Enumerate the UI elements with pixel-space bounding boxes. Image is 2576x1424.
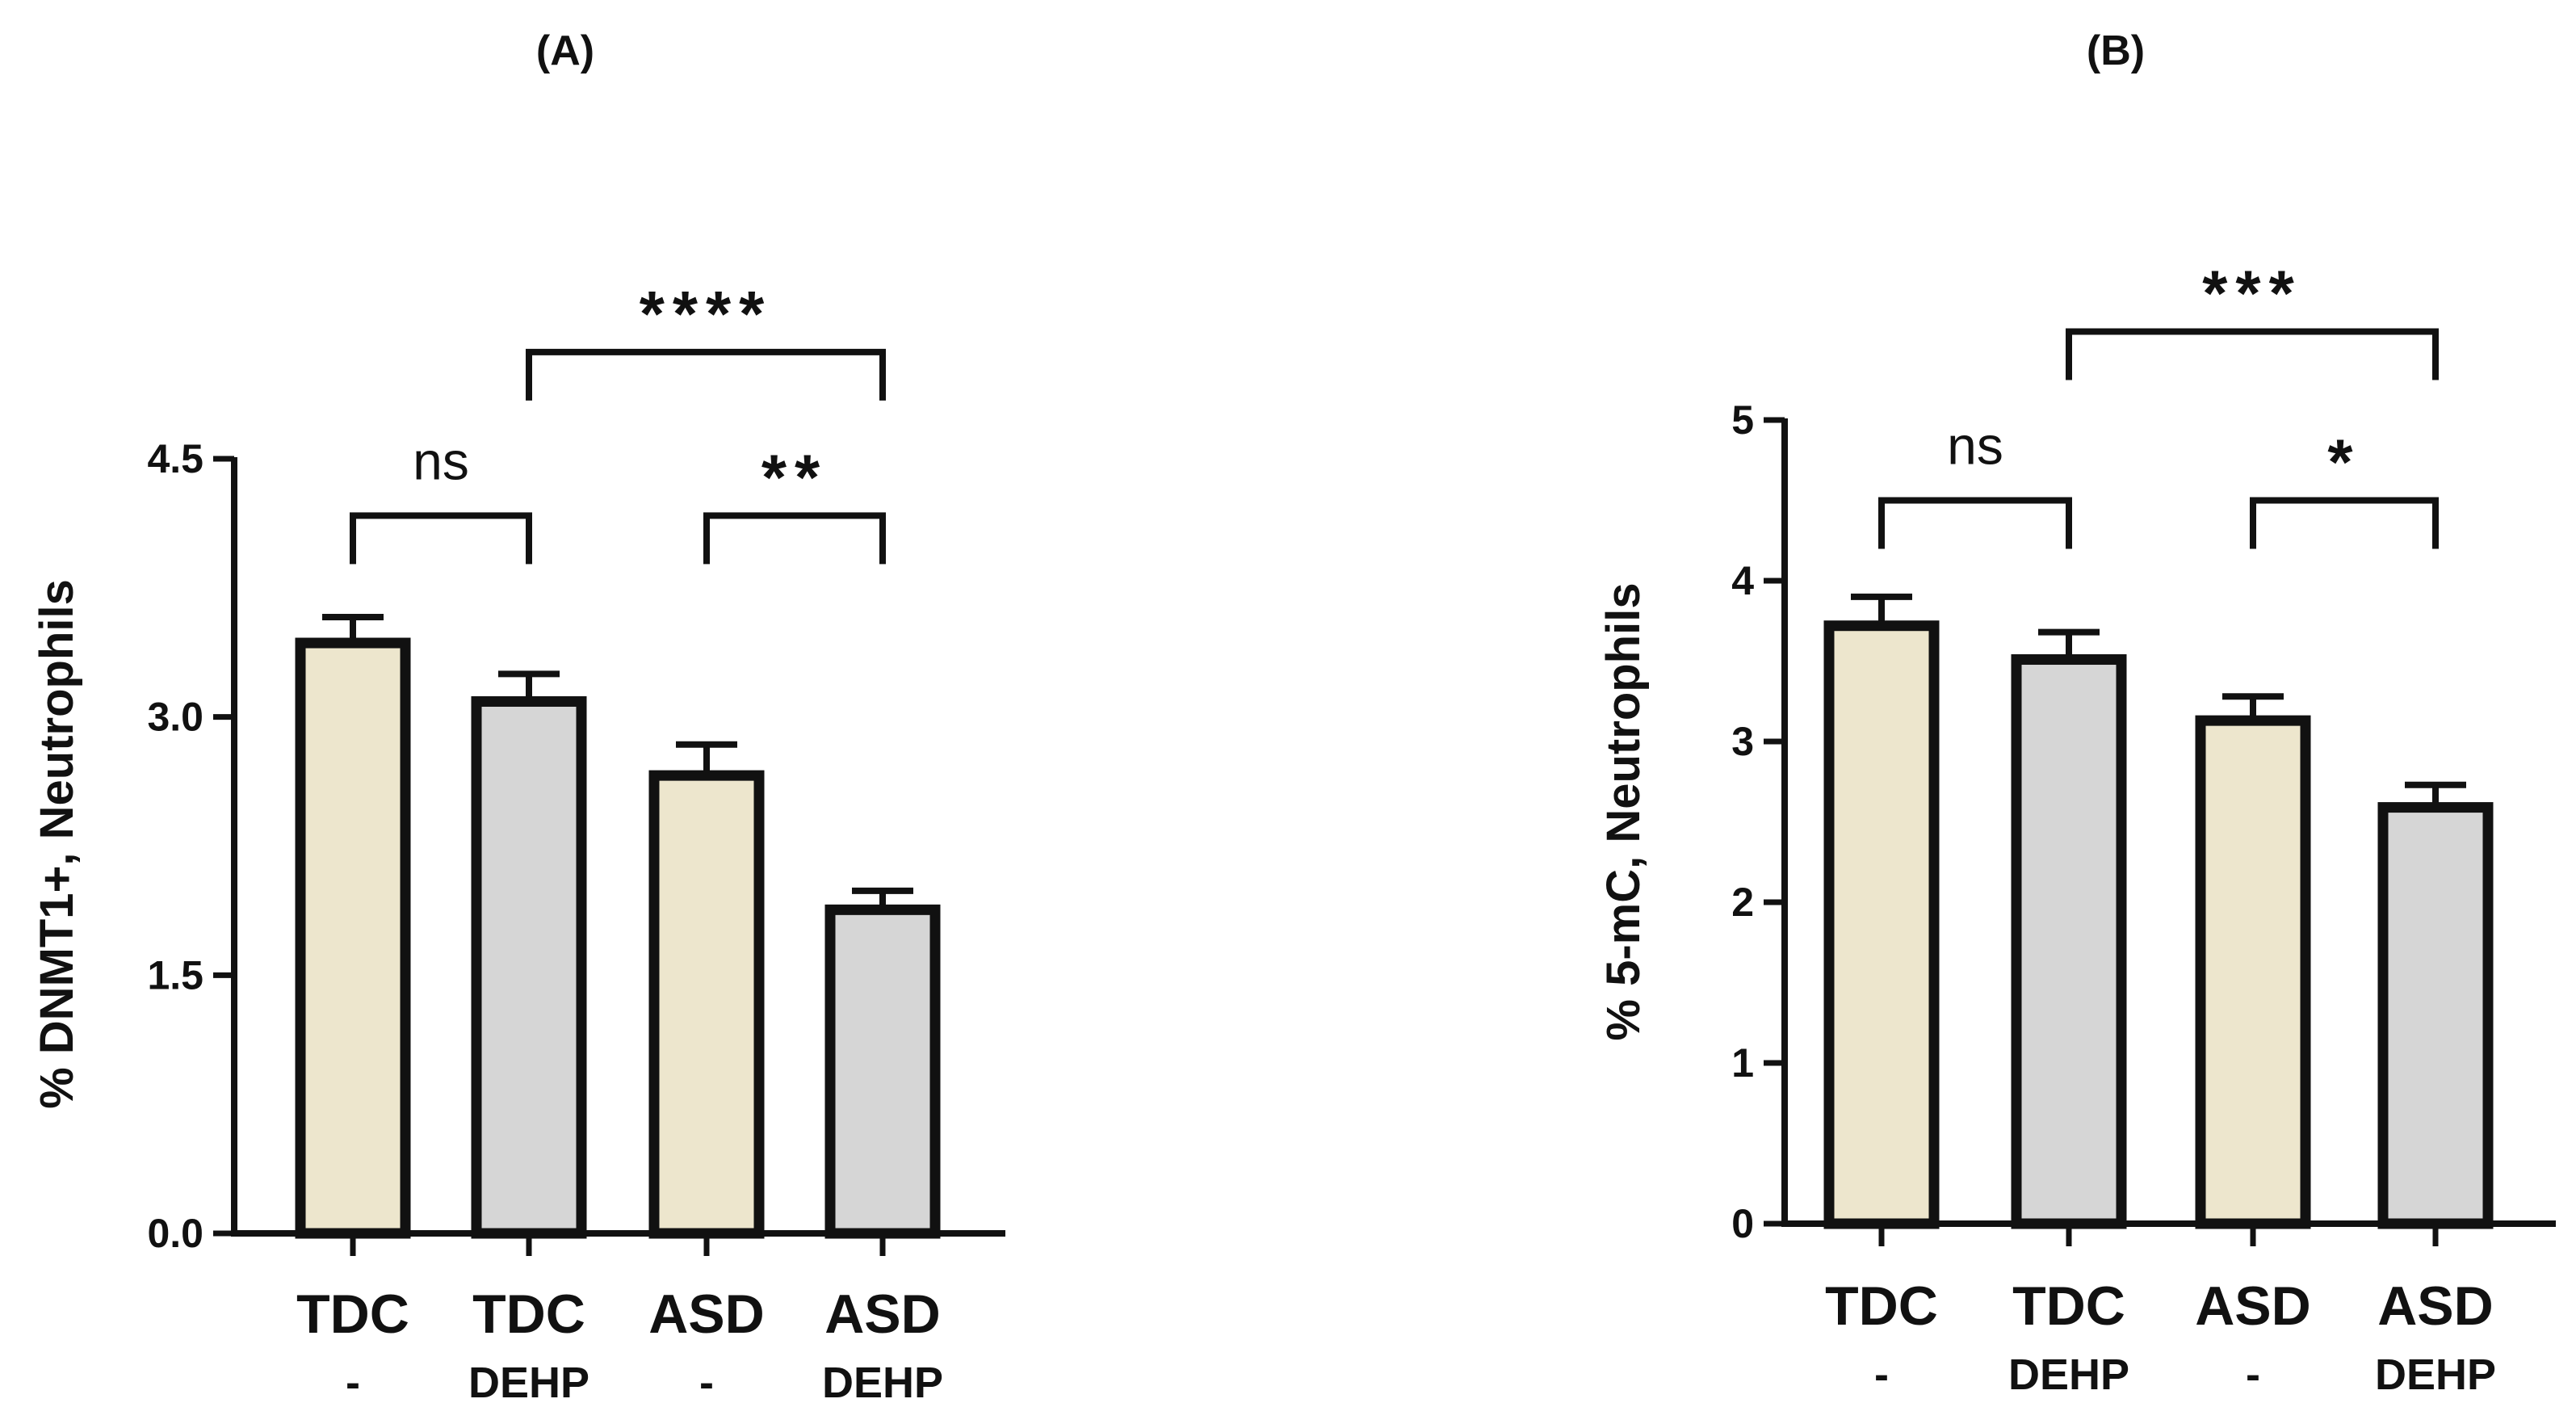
panel-a-category-sublabel: DEHP: [468, 1359, 589, 1407]
panel-a-significance-label: ns: [413, 431, 469, 490]
panel-a-category-label: ASD: [824, 1283, 941, 1345]
panel-b-y-axis-label: % 5-mC, Neutrophils: [1597, 582, 1650, 1040]
panel-a-significance-bracket: [703, 512, 886, 565]
panel-b-category-sublabel: DEHP: [2008, 1350, 2129, 1399]
panel-a-significance-label: **: [761, 441, 828, 513]
panel-b-title: (B): [2087, 27, 2145, 74]
panel-a-significance-bracket: [526, 348, 886, 401]
panel-b-significance-label: ns: [1947, 416, 2003, 476]
panel-a-bar-2: [471, 695, 587, 1239]
panel-b-bar-3: [2195, 715, 2311, 1229]
panel-a-y-tick-label: 3.0: [147, 695, 203, 740]
panel-a-significance-label: ****: [640, 278, 773, 350]
panel-a-category-sublabel: -: [346, 1359, 360, 1407]
panel-b-y-tick-label: 1: [1731, 1040, 1754, 1086]
panel-b-category-label: ASD: [2377, 1275, 2494, 1337]
panel-b-significance-bracket: [2250, 497, 2439, 549]
panel-a-y-axis-label: % DNMT1+, Neutrophils: [31, 579, 83, 1109]
panel-a-bar-3: [648, 770, 765, 1239]
panel-b-bar-1: [1823, 620, 1940, 1229]
panel-b: (B) % 5-mC, Neutrophils 0 1 2 3 4 5 TDC - TDC DEH…: [1597, 27, 2556, 1399]
panel-a-significance-bracket: [350, 512, 532, 565]
panel-b-y-tick-label: 0: [1731, 1201, 1754, 1246]
panel-b-category-sublabel: DEHP: [2375, 1350, 2496, 1399]
panel-a-category-label: ASD: [648, 1283, 765, 1345]
panel-a-category-label: TDC: [472, 1283, 585, 1345]
panel-a-category-sublabel: DEHP: [822, 1359, 943, 1407]
panel-b-bar-2: [2011, 654, 2127, 1229]
panel-a: (A) % DNMT1+, Neutrophils 0.0 1.5 3.0 4.5 TD…: [31, 27, 1005, 1407]
panel-a-bar-1: [295, 637, 411, 1239]
panel-b-category-sublabel: -: [1874, 1350, 1889, 1399]
panel-a-y-tick-label: 0.0: [147, 1211, 203, 1256]
panel-b-y-tick-label: 3: [1731, 719, 1754, 764]
panel-b-category-sublabel: -: [2246, 1350, 2260, 1399]
panel-a-bar-4: [824, 904, 941, 1239]
panel-a-title: (A): [536, 27, 594, 74]
panel-b-category-label: TDC: [2012, 1275, 2125, 1337]
panel-b-significance-bracket: [1878, 497, 2072, 549]
panel-a-category-label: TDC: [296, 1283, 409, 1345]
panel-b-category-label: TDC: [1825, 1275, 1938, 1337]
panel-b-significance-label: ***: [2202, 258, 2301, 330]
panel-b-bar-4: [2377, 802, 2494, 1229]
panel-b-significance-label: *: [2327, 426, 2360, 498]
panel-a-y-tick-label: 1.5: [147, 952, 203, 998]
panel-b-significance-bracket: [2066, 328, 2439, 380]
panel-b-y-tick-label: 2: [1731, 880, 1754, 925]
panel-b-y-tick-label: 5: [1731, 397, 1754, 443]
panel-a-y-tick-label: 4.5: [147, 436, 203, 481]
panel-b-y-tick-label: 4: [1731, 558, 1754, 603]
panel-a-category-sublabel: -: [699, 1359, 714, 1407]
panel-b-category-label: ASD: [2195, 1275, 2311, 1337]
